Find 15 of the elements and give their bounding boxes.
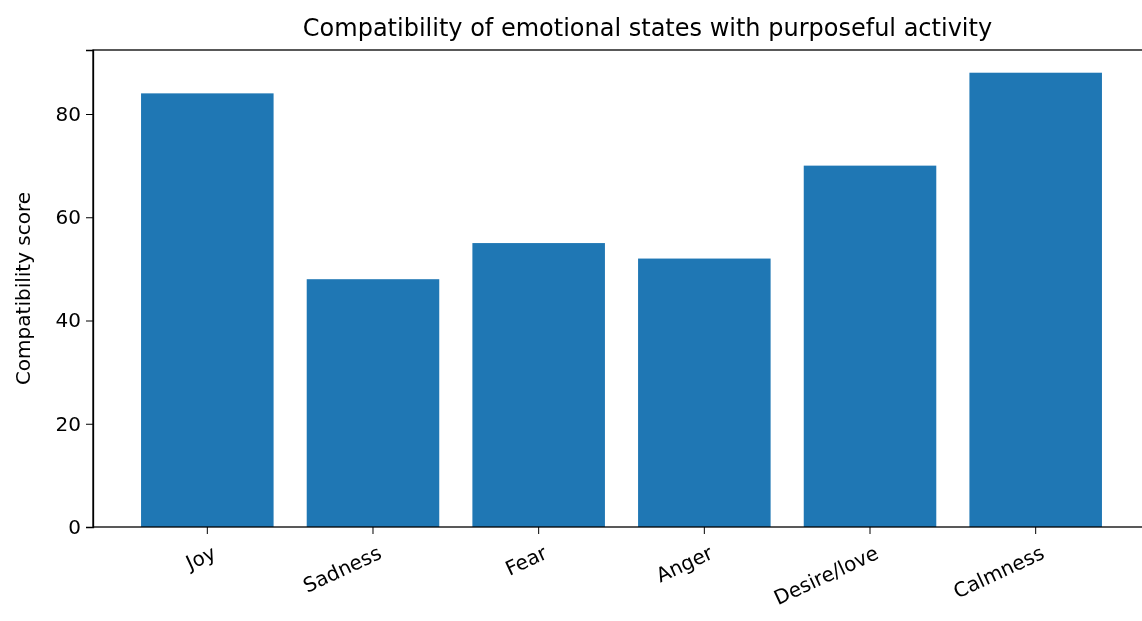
bar [306,279,440,527]
y-tick-label: 0 [68,514,81,539]
bar [472,243,605,527]
y-tick-label: 60 [55,205,81,230]
chart-title: Compatibility of emotional states with purposeful activity [302,14,993,42]
bar [141,93,274,527]
x-tick-label: Joy [180,540,220,576]
bar [969,72,1102,527]
y-tick-label: 20 [55,411,81,436]
y-tick-label: 80 [55,101,81,126]
y-axis-title: Compatibility score [11,191,35,386]
x-tick-label: Fear [501,540,552,581]
bar [803,165,937,527]
bar [638,258,771,527]
y-tick-label: 40 [55,308,81,333]
